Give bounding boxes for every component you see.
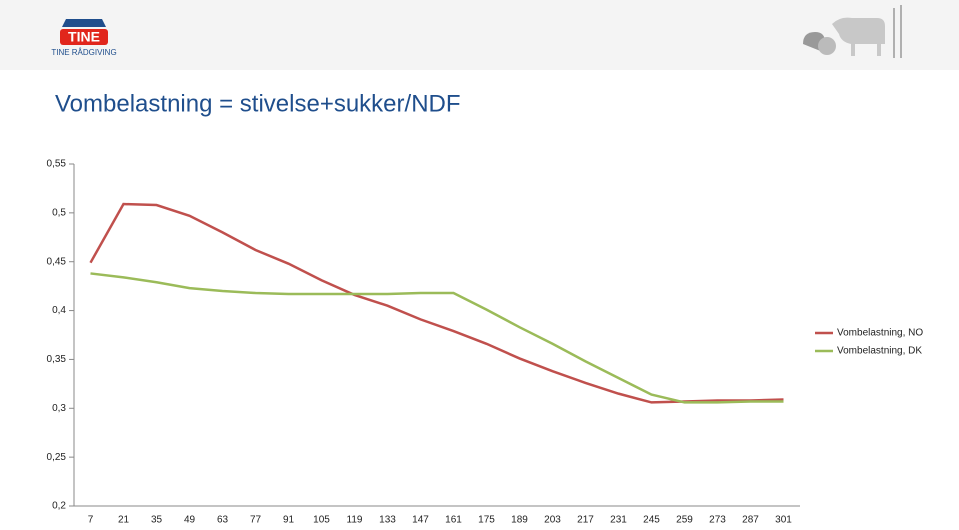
x-tick-label: 287: [742, 515, 759, 525]
speech-bubble: [818, 37, 836, 55]
y-tick-label: 0,4: [52, 305, 66, 316]
x-tick-label: 245: [643, 515, 660, 525]
x-tick-label: 161: [445, 515, 462, 525]
x-tick-label: 35: [151, 515, 163, 525]
y-tick-label: 0,55: [47, 159, 67, 170]
legend-label: Vombelastning, DK: [837, 346, 922, 357]
chart-title: Vombelastning = stivelse+sukker/NDF: [55, 90, 461, 117]
x-tick-label: 175: [478, 515, 495, 525]
x-tick-label: 119: [347, 515, 363, 525]
x-tick-label: 231: [610, 515, 627, 525]
plot: 0,2 0,25 0,3 0,35 0,4 0,45 0,5 0,55 7 21 35 49 63 77 9…: [47, 159, 924, 526]
header-illustration: [803, 5, 902, 58]
x-tick-label: 91: [283, 515, 295, 525]
x-tick-label: 105: [313, 515, 330, 525]
x-tick-label: 7: [88, 515, 94, 525]
logo: TINE TINE RÅDGIVING: [51, 19, 117, 57]
header-bar: [0, 0, 959, 70]
x-tick-label: 147: [412, 515, 429, 525]
logo-subtitle: TINE RÅDGIVING: [51, 48, 116, 57]
x-tick-label: 189: [511, 515, 528, 525]
legend-label: Vombelastning, NO: [837, 328, 923, 339]
x-tick-label: 259: [676, 515, 693, 525]
series-line: [90, 272, 784, 404]
logo-box: [60, 29, 108, 45]
x-tick-label: 301: [775, 515, 792, 525]
y-tick-label: 0,25: [47, 452, 67, 463]
y-tick-label: 0,45: [47, 256, 67, 267]
x-tick-label: 203: [544, 515, 561, 525]
y-tick-label: 0,35: [47, 354, 67, 365]
x-tick-label: 77: [250, 515, 262, 525]
x-tick-label: 63: [217, 515, 229, 525]
x-tick-label: 133: [379, 515, 396, 525]
series-line: [89, 202, 784, 404]
y-tick-label: 0,5: [52, 207, 66, 218]
cow: [832, 17, 885, 57]
x-tick-label: 49: [184, 515, 196, 525]
y-tick-label: 0,3: [52, 403, 66, 414]
x-tick-label: 21: [118, 515, 130, 525]
x-tick-label: 217: [577, 515, 594, 525]
logo-roof: [62, 19, 106, 27]
logo-text: TINE: [68, 29, 100, 45]
x-tick-label: 273: [709, 515, 726, 525]
y-tick-label: 0,2: [52, 501, 66, 512]
